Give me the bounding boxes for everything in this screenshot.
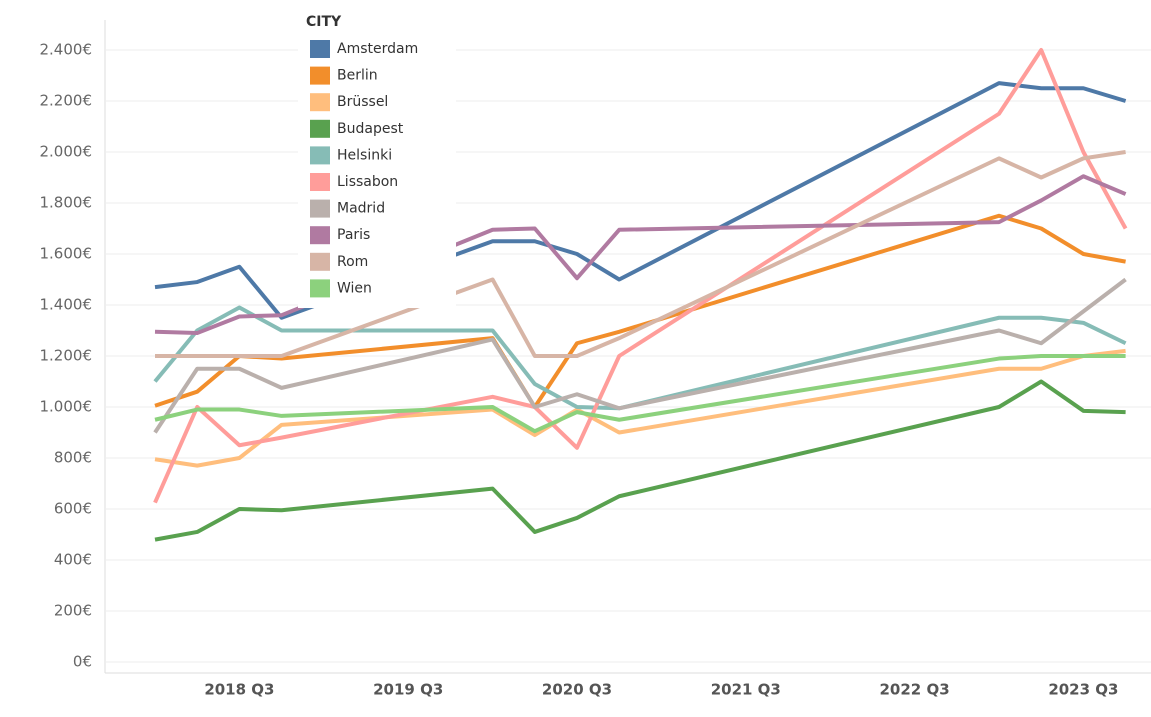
y-tick-label: 1.200€ <box>40 347 93 365</box>
legend-label: Budapest <box>337 121 404 137</box>
line-series <box>153 277 1127 434</box>
line-series <box>154 354 1126 434</box>
y-tick-label: 800€ <box>54 449 92 467</box>
legend-label: Wien <box>337 280 372 296</box>
line-series <box>154 81 1127 320</box>
y-tick-label: 2.400€ <box>40 41 93 59</box>
y-tick-label: 600€ <box>54 500 92 518</box>
legend-swatch <box>310 66 330 85</box>
x-tick-label: 2021 Q3 <box>711 681 781 699</box>
legend-swatch <box>310 226 330 245</box>
legend-label: Paris <box>337 227 370 243</box>
legend-label: Lissabon <box>337 174 398 190</box>
y-tick-label: 1.000€ <box>40 398 93 416</box>
x-tick-label: 2019 Q3 <box>373 681 443 699</box>
x-tick-label: 2018 Q3 <box>204 681 274 699</box>
y-tick-label: 0€ <box>73 653 92 671</box>
y-tick-label: 400€ <box>54 551 92 569</box>
legend-swatch <box>310 93 330 112</box>
legend-swatch <box>310 40 330 58</box>
legend: CITY Amsterdam Berlin Brüssel Budapest Helsin… <box>298 8 456 308</box>
legend-label: Helsinki <box>337 147 392 163</box>
legend-label: Madrid <box>337 201 385 217</box>
legend-swatch <box>310 173 330 191</box>
line-series <box>153 305 1127 411</box>
line-series <box>155 150 1126 358</box>
legend-label: Amsterdam <box>337 41 418 57</box>
line-series <box>153 48 1128 504</box>
y-tick-label: 2.200€ <box>40 92 93 110</box>
legend-label: Brüssel <box>337 94 388 110</box>
x-tick-label: 2022 Q3 <box>880 681 950 699</box>
x-tick-label: 2023 Q3 <box>1048 681 1118 699</box>
y-tick-label: 1.800€ <box>40 194 93 212</box>
legend-swatch <box>310 279 330 298</box>
legend-label: Berlin <box>337 68 378 84</box>
line-series <box>154 348 1126 468</box>
y-tick-label: 1.600€ <box>40 245 93 263</box>
x-tick-label: 2020 Q3 <box>542 681 612 699</box>
legend-swatch <box>310 119 330 138</box>
legend-swatch <box>310 252 330 271</box>
legend-swatch <box>310 199 330 218</box>
line-series <box>154 213 1126 409</box>
y-tick-label: 1.400€ <box>40 296 93 314</box>
legend-label: Rom <box>337 254 368 270</box>
legend-title: CITY <box>306 14 342 30</box>
y-tick-label: 200€ <box>54 602 92 620</box>
y-tick-label: 2.000€ <box>40 143 93 161</box>
legend-swatch <box>310 146 330 165</box>
line-series <box>154 379 1126 542</box>
line-series <box>154 174 1127 336</box>
